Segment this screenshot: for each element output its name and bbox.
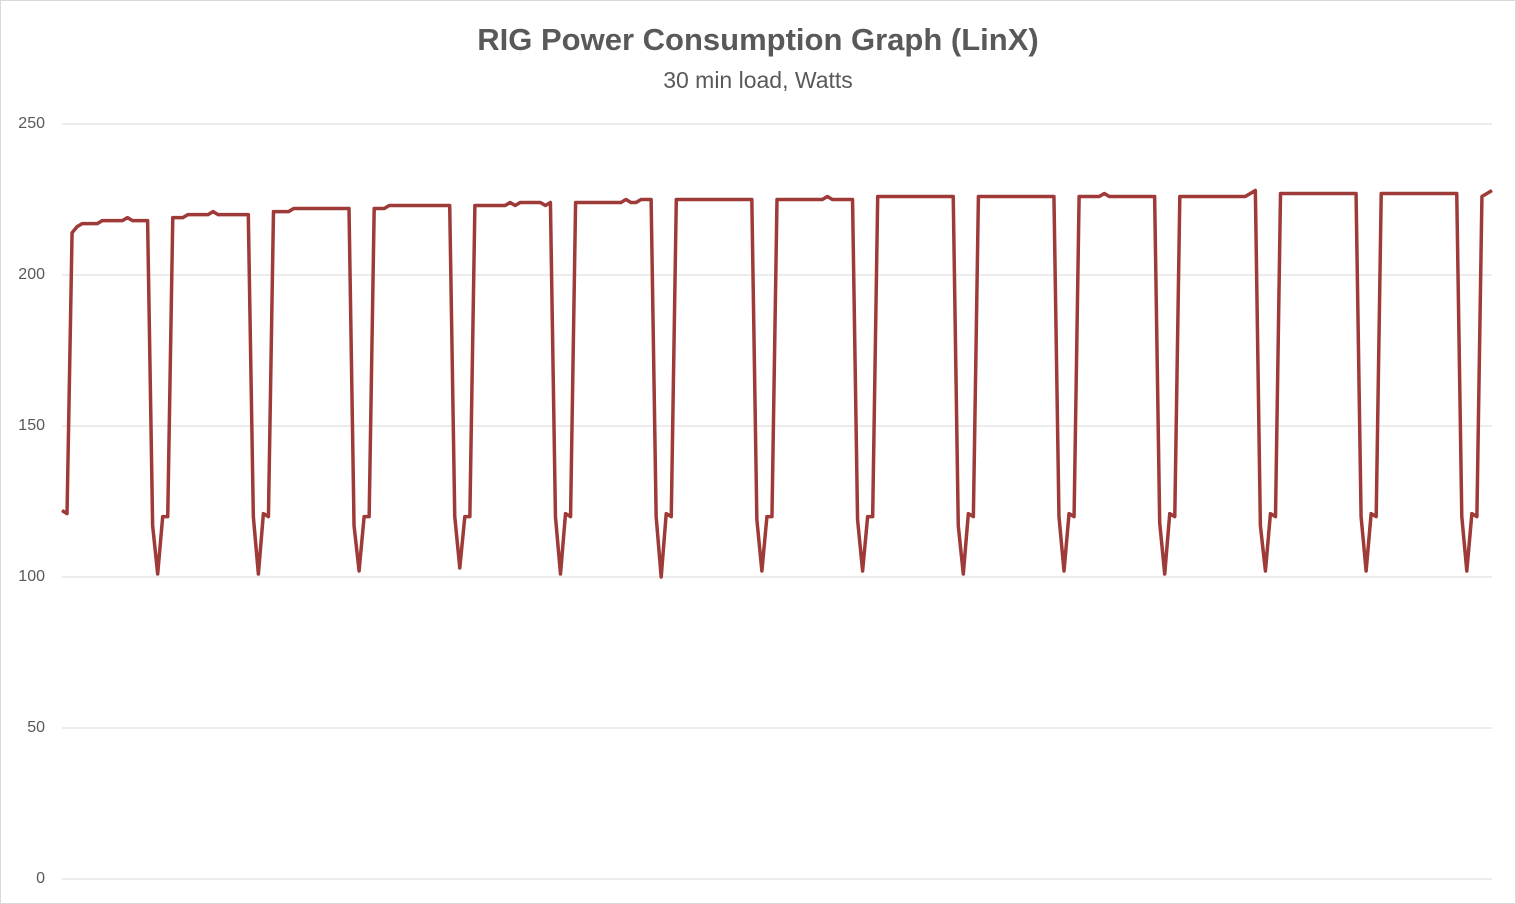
y-tick-label: 200 bbox=[18, 266, 45, 283]
y-tick-label: 150 bbox=[18, 417, 45, 434]
chart-subtitle: 30 min load, Watts bbox=[663, 67, 853, 93]
data-line bbox=[61, 188, 1493, 579]
chart-title: RIG Power Consumption Graph (LinX) bbox=[477, 22, 1038, 57]
y-tick-label: 50 bbox=[27, 719, 45, 736]
y-tick-label: 250 bbox=[18, 115, 45, 132]
y-tick-label: 100 bbox=[18, 568, 45, 585]
y-tick-label: 0 bbox=[36, 870, 45, 887]
